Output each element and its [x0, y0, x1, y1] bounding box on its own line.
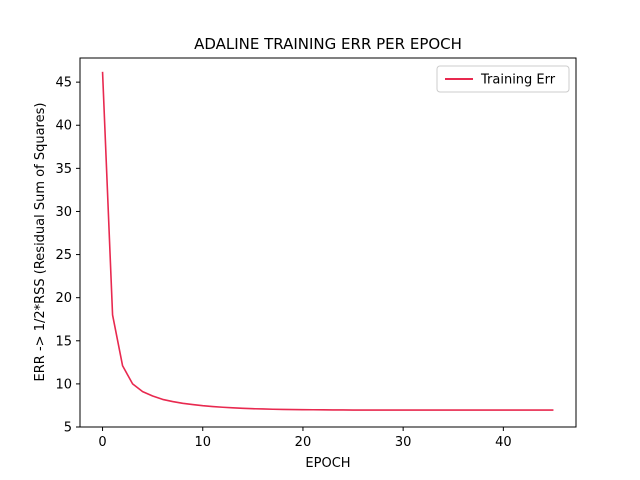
plot-frame [79, 57, 577, 428]
x-tick-label: 40 [495, 435, 512, 450]
legend-box [436, 65, 570, 93]
series-layer [101, 71, 554, 411]
y-tick-label: 40 [55, 119, 72, 134]
y-tick-label: 15 [55, 334, 72, 349]
x-axis-ticks: 0 10 20 30 40 [98, 427, 512, 450]
chart-title: ADALINE TRAINING ERR PER EPOCH [194, 35, 462, 53]
x-tick-label: 10 [194, 435, 211, 450]
y-axis-label: ERR -> 1/2*RSS (Residual Sum of Squares) [33, 103, 48, 382]
y-tick-label: 5 [64, 421, 72, 436]
y-tick-label: 10 [55, 377, 72, 392]
y-tick-label: 45 [55, 76, 72, 91]
y-tick-label: 25 [55, 248, 72, 263]
y-tick-label: 30 [55, 205, 72, 220]
series-line-training-err [101, 71, 554, 411]
plot-area [80, 58, 576, 427]
legend-label-training-err: Training Err [480, 73, 556, 88]
x-tick-label: 30 [395, 435, 412, 450]
y-tick-label: 20 [55, 291, 72, 306]
x-axis-label: EPOCH [305, 456, 350, 471]
legend: Training Err [436, 65, 570, 93]
x-tick-label: 0 [98, 435, 106, 450]
y-axis-ticks: 5 10 15 20 25 30 35 40 45 [55, 76, 80, 436]
y-tick-label: 35 [55, 162, 72, 177]
x-tick-label: 20 [295, 435, 312, 450]
